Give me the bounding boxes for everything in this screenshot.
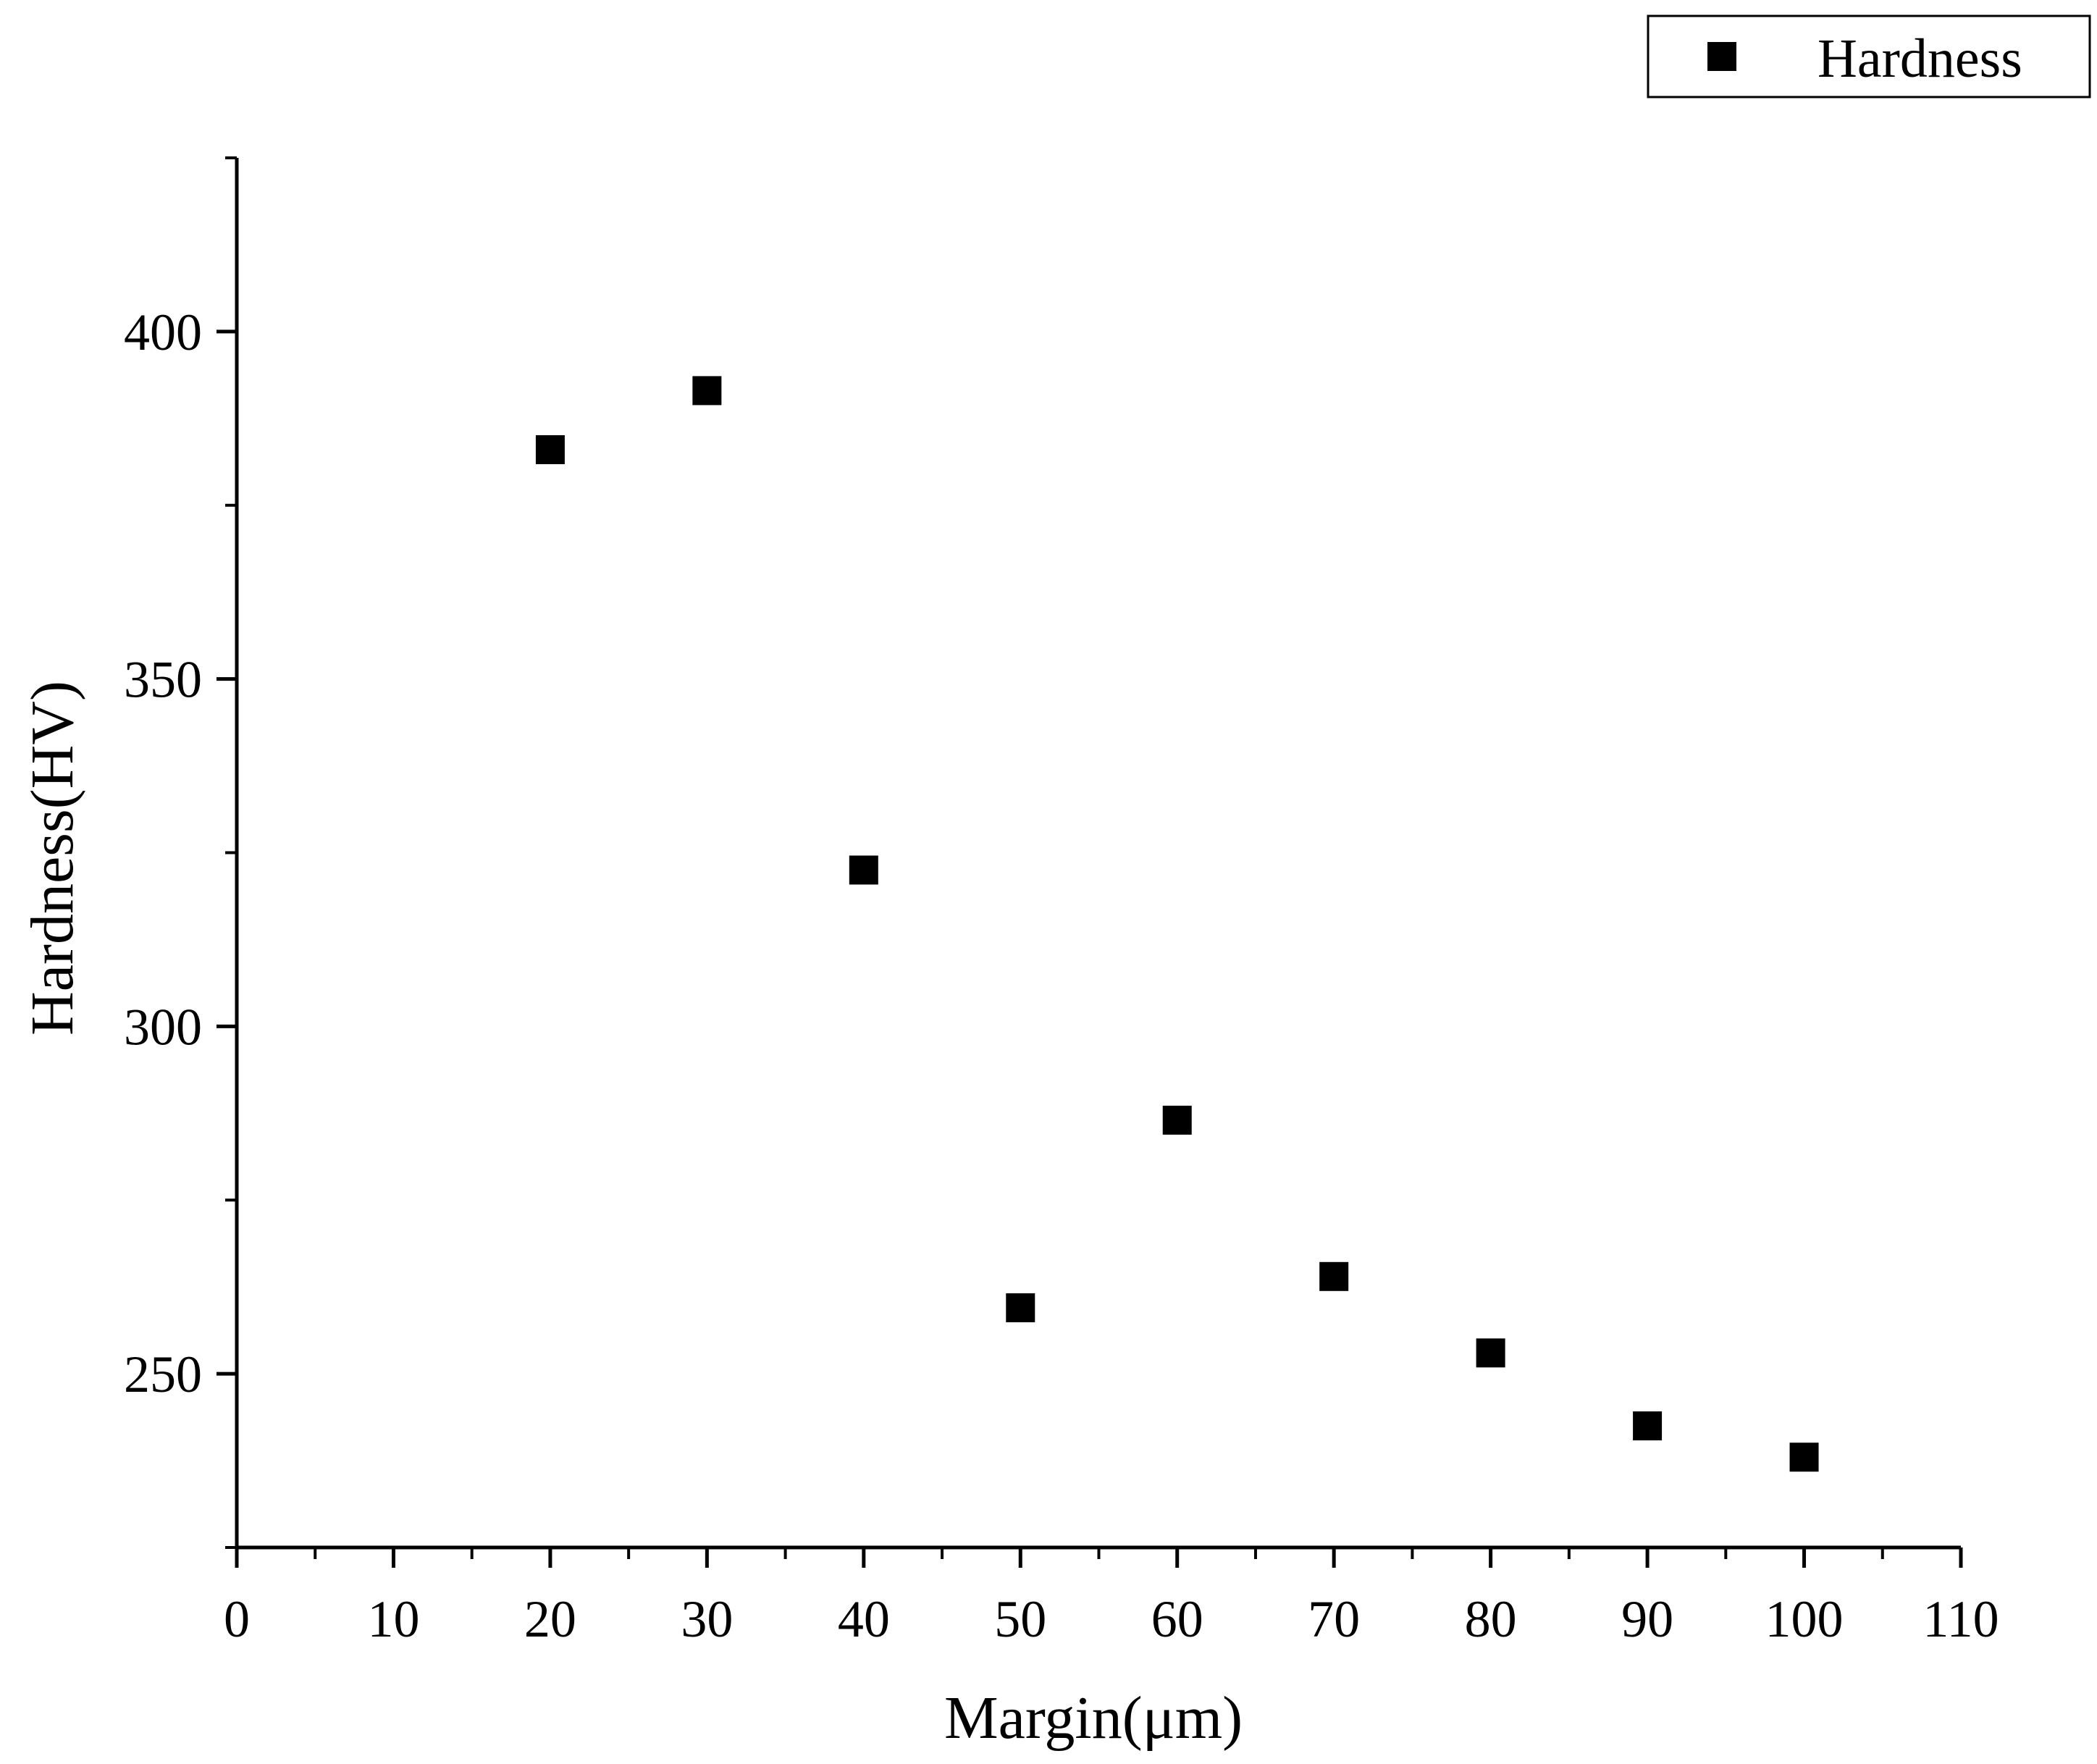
x-tick-label: 50	[994, 1590, 1046, 1648]
data-points	[535, 376, 1819, 1472]
x-tick-label: 70	[1308, 1590, 1360, 1648]
x-tick-label: 110	[1922, 1590, 1999, 1648]
x-axis-title: Margin(μm)	[944, 1684, 1243, 1752]
legend-marker-hardness	[1707, 42, 1736, 71]
data-point	[1319, 1261, 1349, 1291]
data-point	[1789, 1442, 1819, 1472]
data-point	[692, 376, 722, 406]
x-tick-label: 100	[1765, 1590, 1844, 1648]
x-tick-label: 40	[838, 1590, 890, 1648]
legend-label-hardness: Hardness	[1817, 28, 2022, 89]
y-tick-label: 350	[124, 651, 202, 709]
data-point	[1006, 1293, 1035, 1322]
data-point	[1476, 1338, 1505, 1368]
y-axis-title: Hardness(HV)	[19, 681, 86, 1036]
data-point	[535, 434, 565, 464]
x-tick-label: 10	[367, 1590, 419, 1648]
data-point	[1162, 1105, 1192, 1135]
ticks: 0 10 20 30 40 50 60 70 80 90 100 110 250 300 350 400	[124, 156, 1999, 1648]
x-tick-label: 60	[1151, 1590, 1203, 1648]
axes	[235, 158, 1961, 1550]
y-tick-label: 400	[124, 303, 202, 361]
x-tick-label: 30	[681, 1590, 733, 1648]
legend: Hardness	[1647, 14, 2091, 98]
x-tick-label: 0	[224, 1590, 250, 1648]
y-tick-label: 250	[124, 1345, 202, 1403]
x-tick-label: 90	[1621, 1590, 1673, 1648]
data-point	[849, 855, 878, 885]
x-tick-label: 80	[1465, 1590, 1517, 1648]
data-point	[1633, 1411, 1663, 1441]
y-tick-label: 300	[124, 998, 202, 1056]
x-tick-label: 20	[524, 1590, 576, 1648]
